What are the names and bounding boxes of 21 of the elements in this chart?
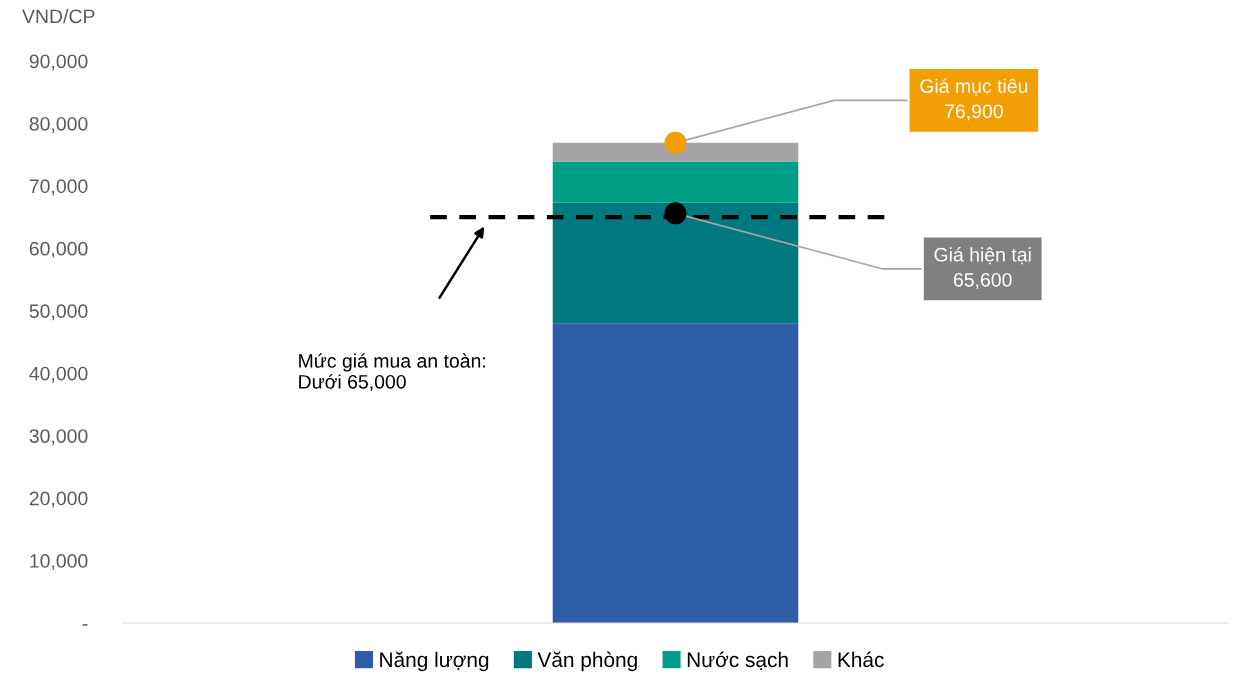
y-tick-label: 20,000: [29, 491, 88, 508]
annotation: Giá mục tiêu 76,900: [920, 78, 1028, 121]
y-axis-title: VND/CP: [22, 8, 95, 24]
y-tick-label: 40,000: [29, 366, 88, 383]
y-tick-label: 30,000: [29, 429, 88, 446]
bar: [552, 161, 799, 203]
y-tick-label: 50,000: [29, 304, 88, 321]
annotation: Giá hiện tại 65,600: [934, 247, 1031, 290]
legend-label: Năng lượng: [380, 651, 489, 672]
y-tick-label: 10,000: [30, 554, 88, 571]
y-tick-label: 70,000: [29, 179, 88, 196]
bar: [552, 142, 799, 162]
y-tick-label: -: [82, 624, 88, 626]
legend-label: Nước sạch: [687, 651, 788, 671]
bar: [552, 323, 799, 623]
legend-label: Văn phòng: [537, 651, 637, 672]
annotation: Mức giá mua an toàn: Dưới 65,000: [299, 353, 486, 391]
y-tick-label: 90,000: [29, 54, 88, 71]
y-tick-label: 80,000: [29, 116, 88, 133]
y-tick-label: 60,000: [29, 241, 88, 258]
legend-label: Khác: [838, 651, 884, 668]
